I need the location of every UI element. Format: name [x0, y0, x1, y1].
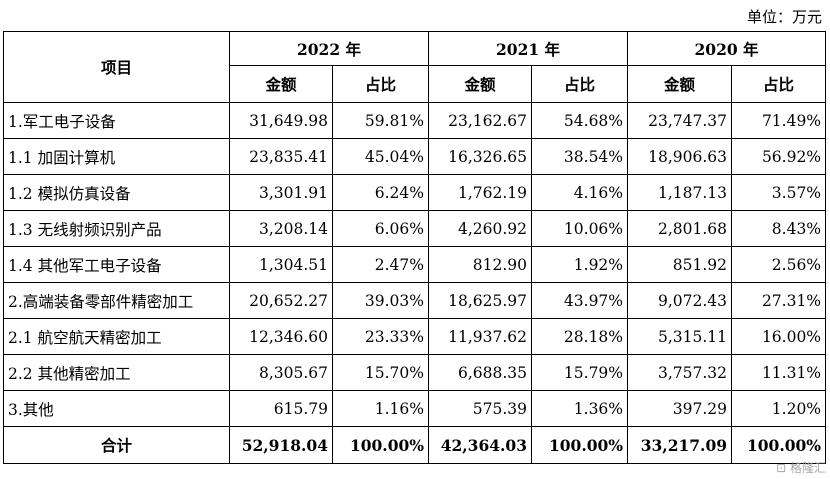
- ratio-cell: 1.16%: [331, 390, 430, 427]
- header-amount: 金额: [627, 65, 733, 103]
- amount-cell: 812.90: [428, 246, 533, 283]
- amount-cell: 9,072.43: [627, 282, 733, 319]
- row-label: 2.高端装备零部件精密加工: [3, 282, 230, 319]
- header-ratio: 占比: [531, 65, 629, 103]
- amount-cell: 1,762.19: [428, 174, 533, 211]
- amount-cell: 12,346.60: [229, 318, 333, 355]
- amount-cell: 6,688.35: [428, 354, 533, 391]
- amount-cell: 8,305.67: [229, 354, 333, 391]
- table-row: 2.2 其他精密加工 8,305.67 15.70% 6,688.35 15.79% 3,…: [3, 354, 827, 391]
- ratio-cell: 59.81%: [331, 102, 430, 139]
- row-label: 2.1 航空航天精密加工: [3, 318, 230, 355]
- row-label: 1.4 其他军工电子设备: [3, 246, 230, 283]
- watermark-logo: ⊡ 格隆汇: [776, 461, 826, 475]
- header-year-2021: 2021 年: [428, 31, 629, 66]
- row-label: 1.1 加固计算机: [3, 138, 230, 175]
- ratio-cell: 71.49%: [731, 102, 827, 139]
- table-row: 1.4 其他军工电子设备 1,304.51 2.47% 812.90 1.92% 851.…: [3, 246, 827, 283]
- table-row: 1.3 无线射频识别产品 3,208.14 6.06% 4,260.92 10.06% 2…: [3, 210, 827, 247]
- table-row: 1.军工电子设备 31,649.98 59.81% 23,162.67 54.68% 23…: [3, 102, 827, 139]
- ratio-cell: 16.00%: [731, 318, 827, 355]
- amount-cell: 31,649.98: [229, 102, 333, 139]
- amount-cell: 1,304.51: [229, 246, 333, 283]
- ratio-cell: 100.00%: [731, 426, 827, 464]
- ratio-cell: 54.68%: [531, 102, 629, 139]
- table-row: 2.高端装备零部件精密加工 20,652.27 39.03% 18,625.97 43.…: [3, 282, 827, 319]
- ratio-cell: 100.00%: [331, 426, 430, 464]
- header-year-2022: 2022 年: [228, 31, 430, 66]
- amount-cell: 3,301.91: [229, 174, 333, 211]
- ratio-cell: 28.18%: [531, 318, 629, 355]
- row-label: 1.2 模拟仿真设备: [3, 174, 230, 211]
- amount-cell: 42,364.03: [428, 426, 533, 464]
- amount-cell: 397.29: [627, 390, 733, 427]
- ratio-cell: 6.06%: [331, 210, 430, 247]
- ratio-cell: 100.00%: [531, 426, 629, 464]
- unit-label: 单位：万元: [746, 8, 822, 26]
- amount-cell: 851.92: [627, 246, 733, 283]
- total-label: 合计: [3, 426, 230, 464]
- ratio-cell: 27.31%: [731, 282, 827, 319]
- ratio-cell: 8.43%: [731, 210, 827, 247]
- ratio-cell: 39.03%: [331, 282, 430, 319]
- table-row: 3.其他 615.79 1.16% 575.39 1.36% 397.29 1.20%: [3, 390, 827, 427]
- amount-cell: 11,937.62: [428, 318, 533, 355]
- table-row: 1.1 加固计算机 23,835.41 45.04% 16,326.65 38.54% 1…: [3, 138, 827, 175]
- header-amount: 金额: [229, 65, 333, 103]
- amount-cell: 52,918.04: [229, 426, 333, 464]
- ratio-cell: 43.97%: [531, 282, 629, 319]
- amount-cell: 33,217.09: [627, 426, 733, 464]
- ratio-cell: 23.33%: [331, 318, 430, 355]
- header-ratio: 占比: [731, 65, 827, 103]
- amount-cell: 18,906.63: [627, 138, 733, 175]
- amount-cell: 20,652.27: [229, 282, 333, 319]
- ratio-cell: 56.92%: [731, 138, 827, 175]
- ratio-cell: 1.36%: [531, 390, 629, 427]
- ratio-cell: 15.70%: [331, 354, 430, 391]
- table-row: 2.1 航空航天精密加工 12,346.60 23.33% 11,937.62 28.1…: [3, 318, 827, 355]
- table-row: 1.2 模拟仿真设备 3,301.91 6.24% 1,762.19 4.16% 1,18…: [3, 174, 827, 211]
- ratio-cell: 15.79%: [531, 354, 629, 391]
- amount-cell: 3,208.14: [229, 210, 333, 247]
- ratio-cell: 45.04%: [331, 138, 430, 175]
- amount-cell: 16,326.65: [428, 138, 533, 175]
- ratio-cell: 11.31%: [731, 354, 827, 391]
- ratio-cell: 4.16%: [531, 174, 629, 211]
- ratio-cell: 3.57%: [731, 174, 827, 211]
- header-year-2020: 2020 年: [627, 31, 827, 66]
- ratio-cell: 1.92%: [531, 246, 629, 283]
- amount-cell: 18,625.97: [428, 282, 533, 319]
- row-label: 3.其他: [3, 390, 230, 427]
- header-amount: 金额: [428, 65, 533, 103]
- amount-cell: 5,315.11: [627, 318, 733, 355]
- header-ratio: 占比: [331, 65, 430, 103]
- ratio-cell: 38.54%: [531, 138, 629, 175]
- revenue-table: 项目 2022 年 2021 年 2020 年 金额 占比 金额 占比 金额 占…: [3, 31, 827, 464]
- amount-cell: 23,162.67: [428, 102, 533, 139]
- amount-cell: 2,801.68: [627, 210, 733, 247]
- table-header: 项目 2022 年 2021 年 2020 年 金额 占比 金额 占比 金额 占…: [3, 31, 827, 103]
- ratio-cell: 2.56%: [731, 246, 827, 283]
- row-label: 1.军工电子设备: [3, 102, 230, 139]
- amount-cell: 575.39: [428, 390, 533, 427]
- total-row: 合计 52,918.04 100.00% 42,364.03 100.00% 33,217…: [3, 426, 827, 464]
- ratio-cell: 10.06%: [531, 210, 629, 247]
- amount-cell: 615.79: [229, 390, 333, 427]
- amount-cell: 3,757.32: [627, 354, 733, 391]
- ratio-cell: 1.20%: [731, 390, 827, 427]
- header-item: 项目: [3, 31, 230, 103]
- amount-cell: 1,187.13: [627, 174, 733, 211]
- row-label: 1.3 无线射频识别产品: [3, 210, 230, 247]
- amount-cell: 23,747.37: [627, 102, 733, 139]
- amount-cell: 4,260.92: [428, 210, 533, 247]
- row-label: 2.2 其他精密加工: [3, 354, 230, 391]
- ratio-cell: 2.47%: [331, 246, 430, 283]
- table-body: 1.军工电子设备 31,649.98 59.81% 23,162.67 54.68% 23…: [3, 102, 827, 464]
- ratio-cell: 6.24%: [331, 174, 430, 211]
- amount-cell: 23,835.41: [229, 138, 333, 175]
